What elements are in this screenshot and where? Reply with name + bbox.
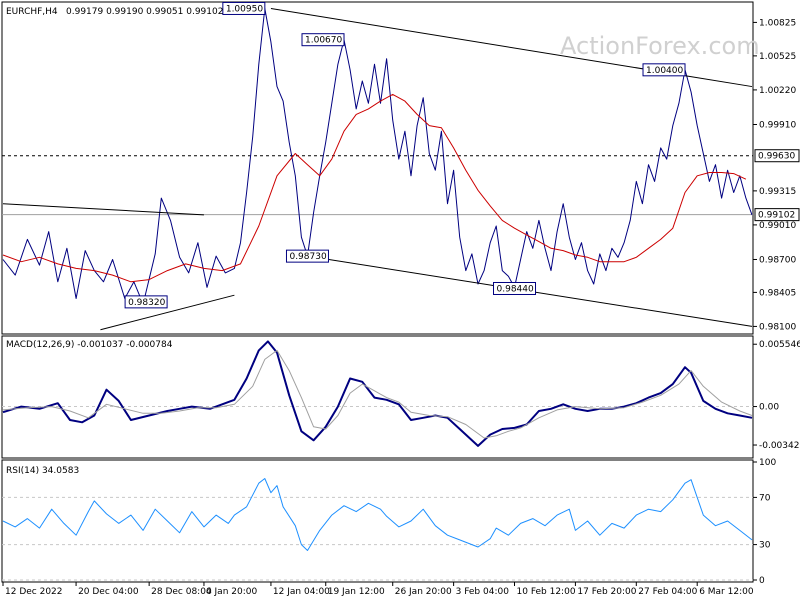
price-annotation-label: 1.00670: [305, 36, 342, 46]
y-tick-label: 1.00825: [759, 18, 796, 28]
price-annotation-label: 1.00950: [226, 4, 263, 14]
trendline: [2, 203, 204, 216]
x-tick-label: 4 Jan 20:00: [206, 587, 258, 597]
price-annotation-label: 0.98730: [289, 252, 326, 262]
price-annotation-label: 1.00400: [646, 66, 683, 76]
y-tick-label: 1.00220: [759, 86, 796, 96]
x-tick-label: 10 Feb 12:00: [517, 587, 576, 597]
x-tick-label: 28 Dec 08:00: [151, 587, 212, 597]
hline-price-label: 0.99630: [758, 152, 795, 162]
series-line-1-1: [2, 349, 753, 439]
hline-price-label: 0.99102: [758, 211, 795, 221]
price-annotation-box: [493, 281, 537, 295]
x-tick-label: 27 Feb 04:00: [638, 587, 697, 597]
rsi-title: RSI(14) 34.0583: [6, 466, 79, 476]
y-tick-label: -0.003423: [759, 441, 800, 451]
price-annotation-label: 0.98320: [128, 298, 165, 308]
symbol-label: EURCHF,H4: [6, 7, 58, 17]
y-tick-label: 0.99010: [759, 221, 796, 231]
hline-price-box: [754, 208, 800, 222]
y-tick-label: 30: [759, 541, 771, 551]
price-annotation-box: [642, 63, 686, 77]
macd-title: MACD(12,26,9) -0.001037 -0.000784: [6, 340, 173, 350]
x-tick-label: 17 Feb 20:00: [577, 587, 636, 597]
y-tick-label: 0.00: [759, 403, 779, 413]
price-annotation-box: [285, 249, 329, 263]
ohlc-values: 0.99179 0.99190 0.99051 0.99102: [66, 7, 223, 17]
y-tick-label: 0.99315: [759, 187, 796, 197]
x-tick-label: 26 Jan 20:00: [395, 587, 452, 597]
y-tick-label: 0.005546: [759, 340, 800, 350]
price-annotation-label: 0.98440: [497, 284, 534, 294]
y-tick-label: 100: [759, 458, 776, 468]
y-tick-label: 0.98405: [759, 288, 796, 298]
pane-frame-0: [1, 1, 754, 335]
pane-frame-1: [1, 335, 754, 459]
x-tick-label: 6 Mar 12:00: [699, 587, 754, 597]
x-tick-label: 19 Jan 12:00: [328, 587, 385, 597]
series-line-1-0: [2, 340, 753, 447]
price-annotation-box: [124, 295, 168, 309]
y-tick-label: 0.98100: [759, 322, 796, 332]
series-line-0-0: [2, 8, 753, 305]
x-tick-label: 12 Dec 2022: [5, 587, 63, 597]
y-tick-label: 70: [759, 493, 771, 503]
series-line-0-1: [2, 93, 747, 283]
trendline: [100, 294, 235, 331]
hline-price-box: [754, 149, 800, 163]
y-tick-label: 0: [759, 576, 765, 586]
watermark: ActionForex.com: [560, 32, 760, 60]
y-tick-label: 0.98700: [759, 255, 796, 265]
x-tick-label: 20 Dec 04:00: [78, 587, 139, 597]
price-annotation-box: [222, 1, 266, 15]
price-annotation-box: [301, 33, 345, 47]
x-tick-label: 12 Jan 04:00: [273, 587, 330, 597]
x-tick-label: 3 Feb 04:00: [456, 587, 510, 597]
y-tick-label: 0.99910: [759, 120, 796, 130]
y-tick-label: 1.00525: [759, 52, 796, 62]
pane-frame-2: [1, 459, 754, 583]
series-line-2-0: [2, 478, 753, 551]
